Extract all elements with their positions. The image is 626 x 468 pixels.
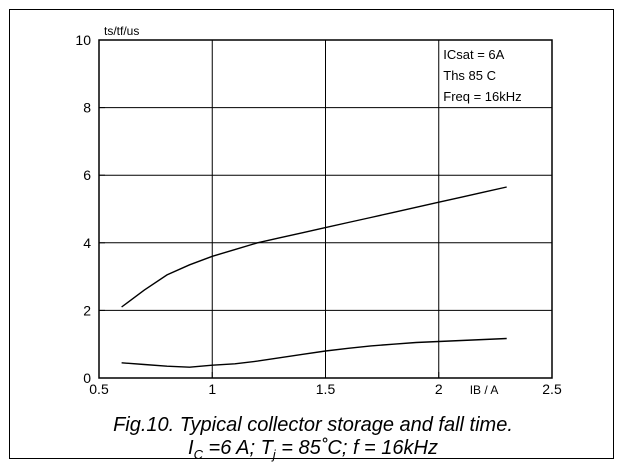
- x-axis-label: IB / A: [470, 383, 499, 397]
- caption-ic-sub: C: [193, 447, 203, 462]
- y-axis-label: ts/tf/us: [104, 24, 139, 38]
- caption-line-1: Fig.10. Typical collector storage and fa…: [113, 414, 513, 436]
- y-tick-label: 8: [83, 100, 91, 116]
- x-tick-label: 0.5: [89, 381, 109, 397]
- caption-ic: I: [188, 437, 194, 459]
- y-tick-label: 4: [83, 235, 91, 251]
- caption-line-2: IC =6 A; Tj = 85˚C; f = 16kHz: [0, 437, 626, 462]
- y-tick-label: 6: [83, 167, 91, 183]
- annotation-text: ICsat = 6A: [443, 47, 504, 62]
- x-tick-label: 2.5: [542, 381, 562, 397]
- y-tick-label: 10: [75, 32, 91, 48]
- caption-tj-sub: j: [272, 447, 276, 462]
- x-tick-label: 2: [435, 381, 443, 397]
- x-tick-label: 1: [208, 381, 216, 397]
- caption-ic-rest: =6 A; T: [202, 437, 273, 459]
- annotation-text: Freq = 16kHz: [443, 89, 521, 104]
- annotation-text: Ths 85 C: [443, 68, 496, 83]
- y-tick-label: 2: [83, 302, 91, 318]
- y-tick-label: 0: [83, 370, 91, 386]
- series-line-2: [121, 337, 507, 368]
- x-tick-label: 1.5: [316, 381, 336, 397]
- series-line-1: [121, 186, 507, 308]
- caption-tj-rest: = 85˚C; f = 16kHz: [275, 437, 438, 459]
- figure-frame: [9, 9, 614, 459]
